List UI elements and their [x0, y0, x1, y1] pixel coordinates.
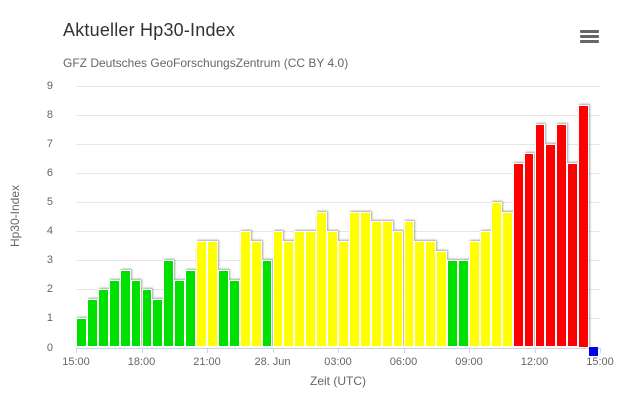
x-axis-tick [207, 348, 208, 353]
bar[interactable] [207, 240, 218, 348]
bar[interactable] [556, 124, 568, 348]
x-axis-tick [403, 348, 405, 353]
bar[interactable] [348, 211, 360, 348]
chart-title: Aktueller Hp30-Index [63, 20, 236, 40]
bar[interactable] [578, 105, 590, 348]
bar[interactable] [250, 240, 262, 348]
y-gridline [76, 85, 600, 87]
bar[interactable] [490, 201, 502, 348]
bar[interactable] [305, 231, 317, 348]
y-axis-tick-label: 9 [46, 79, 53, 92]
x-axis-tick-label: 18:00 [127, 355, 156, 368]
bar[interactable] [119, 269, 131, 348]
x-axis-tick-label: 21:00 [193, 355, 221, 368]
x-axis-tick [600, 348, 601, 353]
x-axis-title: Zeit (UTC) [310, 374, 366, 388]
x-axis-tick-label: 15:00 [586, 355, 614, 368]
y-axis-tick-label: 7 [46, 137, 53, 150]
bar[interactable] [414, 240, 426, 348]
bar[interactable] [228, 279, 240, 348]
y-axis-title: Hp30-Index [8, 184, 22, 248]
y-axis-tick-label: 2 [46, 283, 53, 296]
x-axis-tick [272, 348, 274, 353]
bar[interactable] [217, 269, 229, 348]
y-axis-tick-label: 1 [46, 312, 53, 325]
x-axis-tick-label: 06:00 [389, 355, 418, 368]
bar[interactable] [479, 231, 491, 348]
bar[interactable] [381, 221, 393, 348]
bar[interactable] [512, 163, 524, 348]
x-axis-tick [534, 348, 536, 353]
chart-subtitle: GFZ Deutsches GeoForschungsZentrum (CC B… [63, 56, 349, 70]
bar[interactable] [316, 211, 328, 348]
bar[interactable] [185, 269, 197, 348]
x-axis-tick-label: 03:00 [324, 355, 352, 368]
bar[interactable] [261, 260, 273, 348]
bar[interactable] [239, 231, 251, 348]
y-axis-tick-label: 0 [46, 341, 53, 354]
bar[interactable] [425, 240, 437, 348]
x-axis-tick-label: 28. Jun [254, 355, 291, 368]
y-gridline [76, 231, 600, 233]
x-axis-line [76, 347, 601, 349]
bar[interactable] [283, 240, 295, 348]
y-axis-tick-label: 4 [46, 225, 53, 238]
x-axis-tick-label: 15:00 [62, 355, 90, 368]
bar[interactable] [523, 153, 535, 348]
x-axis-tick-label: 12:00 [520, 355, 549, 368]
bar[interactable] [294, 231, 306, 348]
y-gridline [76, 143, 600, 145]
bar[interactable] [469, 240, 480, 348]
bar[interactable] [76, 318, 87, 348]
y-gridline [76, 114, 600, 116]
current-value-marker[interactable] [588, 346, 598, 356]
x-axis-tick-label: 09:00 [455, 355, 483, 368]
bar[interactable] [163, 260, 175, 348]
bar[interactable] [458, 260, 469, 348]
y-gridline [76, 201, 600, 203]
bar[interactable] [447, 260, 459, 348]
bar[interactable] [141, 289, 153, 348]
bar[interactable] [97, 289, 109, 348]
bar[interactable] [152, 298, 164, 348]
bar[interactable] [338, 240, 349, 348]
x-axis-tick [76, 348, 77, 353]
bar[interactable] [272, 231, 284, 348]
x-axis-tick [469, 348, 470, 353]
hamburger-menu-icon[interactable] [580, 30, 600, 44]
bar[interactable] [174, 279, 186, 348]
bar[interactable] [403, 221, 415, 348]
y-axis-tick-label: 6 [46, 166, 53, 179]
bar[interactable] [567, 163, 579, 348]
y-axis-tick-label: 8 [46, 108, 53, 121]
bar[interactable] [359, 211, 371, 348]
bar[interactable] [436, 250, 448, 348]
bar[interactable] [196, 240, 207, 348]
y-axis-tick-label: 5 [46, 195, 53, 208]
bar[interactable] [534, 124, 546, 348]
bar[interactable] [108, 279, 120, 348]
bar[interactable] [392, 231, 404, 348]
bar[interactable] [327, 231, 338, 348]
bar[interactable] [545, 143, 557, 348]
bar[interactable] [370, 221, 382, 348]
y-axis-tick-label: 3 [46, 254, 53, 267]
y-gridline [76, 172, 600, 174]
x-axis-tick [338, 348, 339, 353]
bar[interactable] [501, 211, 513, 348]
bar[interactable] [130, 279, 142, 348]
bar[interactable] [86, 298, 98, 348]
x-axis-tick [141, 348, 143, 353]
